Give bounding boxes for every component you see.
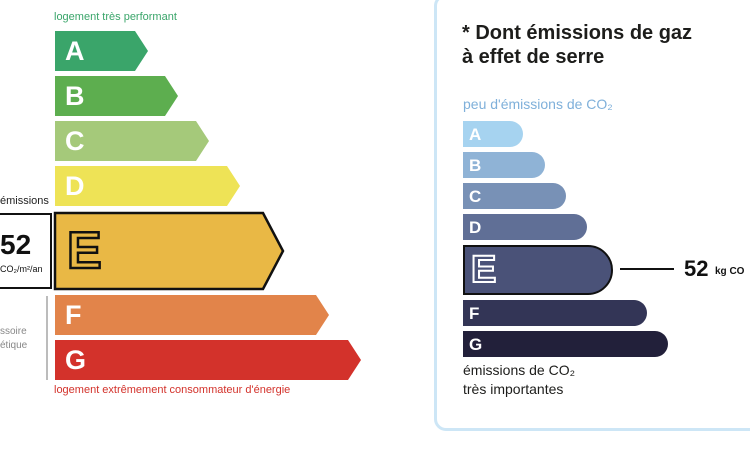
energy-class-letter-d: D [65,171,85,201]
energy-class-bar-c [55,121,209,161]
side-text-2: étique [0,340,28,351]
energy-class-bar-b [55,76,178,116]
energy-class-bar-a [55,31,148,71]
scale-top-label: logement très performant [54,11,177,23]
energy-class-letter-f: F [65,300,82,330]
ges-bottom-label-line-2: très importantes [463,381,564,397]
energy-value-unit: CO₂/m²/an [0,264,43,274]
energy-class-bar-f [55,295,329,335]
scale-bottom-label: logement extrêmement consommateur d'éner… [54,384,291,396]
energy-class-letter-g: G [65,345,87,375]
ges-class-bar-a [463,121,523,147]
ges-class-bar-g [463,331,668,357]
energy-class-bar-e [53,211,285,291]
ges-title-line-2: à effet de serre [462,46,605,68]
ges-class-letter-a: A [469,125,482,144]
ges-class-bar-b [463,152,545,178]
ges-bottom-label-line-1: émissions de CO₂ [463,362,576,378]
energy-value: 52 [0,229,32,260]
ges-value: 52 [684,256,709,281]
energy-value-box [0,213,52,289]
ges-class-letter-d: D [469,218,482,237]
energy-class-letter-a: A [65,36,85,66]
ges-pointer-line [620,268,674,270]
ges-title-line-1: * Dont émissions de gaz [462,22,693,44]
energy-class-letter-c: C [65,126,85,156]
side-text-1: ssoire [0,326,27,337]
ges-class-bar-f [463,300,647,326]
ges-class-bar-d [463,214,587,240]
energy-class-bar-d [55,166,240,206]
emissions-side-label: émissions [0,195,49,207]
ges-class-letter-b: B [469,156,482,175]
energy-class-letter-b: B [65,81,85,111]
ges-class-letter-f: F [469,304,480,323]
ges-value-unit: kg CO [715,266,745,277]
side-divider [46,296,48,380]
ges-class-letter-g: G [469,335,483,354]
energy-class-bar-g [55,340,361,380]
ges-class-bar-e [463,245,613,295]
ges-class-letter-e: E [470,249,497,291]
ges-class-letter-c: C [469,187,482,206]
ges-top-label: peu d'émissions de CO₂ [463,96,613,112]
ges-class-bar-c [463,183,566,209]
energy-class-letter-e: E [66,222,103,280]
